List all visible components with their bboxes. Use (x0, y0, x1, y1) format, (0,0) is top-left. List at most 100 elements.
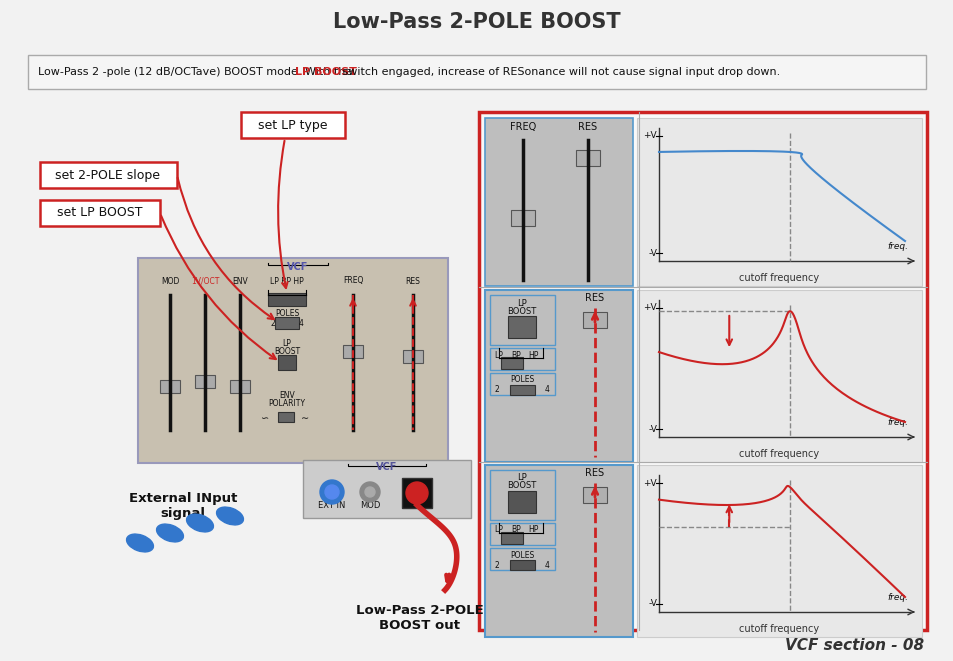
Bar (241, 112, 345, 138)
Text: +V: +V (642, 479, 657, 488)
Bar (274, 317, 298, 329)
Text: cutoff frequency: cutoff frequency (739, 273, 819, 283)
Bar (490, 348, 555, 370)
Text: 4: 4 (544, 385, 549, 395)
Text: RES: RES (585, 468, 604, 478)
Bar (484, 290, 633, 462)
Bar (490, 523, 555, 545)
Text: POLES: POLES (509, 375, 534, 385)
Text: +V: +V (642, 132, 657, 141)
Bar (303, 460, 471, 518)
Text: EXT IN: EXT IN (318, 500, 345, 510)
Text: LP BOOST: LP BOOST (294, 67, 356, 77)
Text: 2: 2 (494, 561, 498, 570)
Text: Low-Pass 2-POLE
BOOST out: Low-Pass 2-POLE BOOST out (355, 604, 483, 632)
Bar (402, 350, 422, 363)
Bar (511, 210, 535, 226)
Bar (343, 345, 363, 358)
Bar (637, 118, 921, 286)
Text: LP: LP (282, 338, 291, 348)
Text: set 2-POLE slope: set 2-POLE slope (55, 169, 160, 182)
Bar (510, 385, 535, 395)
Bar (507, 316, 536, 338)
Text: OUT: OUT (408, 490, 426, 498)
Bar (507, 491, 536, 513)
Bar (40, 200, 160, 226)
Text: freq.: freq. (886, 593, 907, 602)
Bar (230, 380, 250, 393)
Circle shape (797, 218, 841, 262)
Text: 1V/OCT: 1V/OCT (191, 276, 219, 286)
Bar (484, 118, 633, 286)
Text: POLARITY: POLARITY (268, 399, 305, 408)
Bar (277, 412, 294, 422)
Bar (490, 373, 555, 395)
Text: -V: -V (647, 249, 657, 258)
Text: POLES: POLES (274, 309, 299, 319)
Circle shape (762, 386, 806, 430)
Circle shape (832, 386, 876, 430)
Circle shape (359, 482, 379, 502)
Ellipse shape (127, 534, 153, 552)
Bar (510, 560, 535, 570)
Text: VCF section - 08: VCF section - 08 (784, 639, 923, 654)
Bar (277, 355, 295, 370)
Circle shape (858, 263, 902, 307)
Text: POLES: POLES (509, 551, 534, 559)
Text: Low-Pass 2 -pole (12 dB/OCTave) BOOST mode. With the: Low-Pass 2 -pole (12 dB/OCTave) BOOST mo… (38, 67, 355, 77)
Circle shape (858, 353, 902, 397)
Circle shape (737, 353, 781, 397)
Text: LP: LP (517, 299, 526, 307)
Text: switch engaged, increase of RESonance will not cause signal input drop down.: switch engaged, increase of RESonance wi… (338, 67, 780, 77)
Circle shape (797, 398, 841, 442)
Bar (490, 470, 555, 520)
Bar (40, 162, 177, 188)
Bar (582, 312, 606, 328)
Text: LP BP HP: LP BP HP (270, 276, 304, 286)
Text: set LP type: set LP type (258, 118, 328, 132)
Text: External INput
signal: External INput signal (129, 492, 237, 520)
Bar (160, 380, 180, 393)
Text: $\sim$: $\sim$ (299, 411, 310, 421)
Text: -V: -V (647, 600, 657, 609)
Circle shape (832, 230, 876, 274)
Text: 4: 4 (298, 319, 303, 329)
Circle shape (867, 308, 911, 352)
Text: cutoff frequency: cutoff frequency (739, 449, 819, 459)
Text: BOOST: BOOST (507, 481, 536, 490)
Text: VCF: VCF (375, 462, 397, 472)
Circle shape (406, 482, 428, 504)
Text: MOD: MOD (161, 276, 179, 286)
Text: RES: RES (585, 293, 604, 303)
Text: -V: -V (647, 424, 657, 434)
Text: LP: LP (517, 473, 526, 483)
Circle shape (760, 270, 879, 390)
Bar (490, 548, 555, 570)
Text: BOOST: BOOST (507, 307, 536, 315)
Text: RES: RES (405, 276, 420, 286)
Bar (401, 478, 432, 508)
Bar (28, 55, 925, 89)
Text: RES: RES (578, 122, 597, 132)
Bar (138, 258, 448, 463)
Bar (637, 290, 921, 462)
Circle shape (365, 487, 375, 497)
Bar (500, 357, 522, 369)
Bar (637, 465, 921, 637)
Circle shape (319, 480, 344, 504)
Text: BOOST: BOOST (274, 348, 300, 356)
Circle shape (737, 263, 781, 307)
Text: $\backsim$: $\backsim$ (259, 411, 271, 421)
Text: BP: BP (511, 350, 520, 360)
Bar (478, 112, 926, 630)
Text: FREQ: FREQ (342, 276, 363, 286)
Bar (484, 465, 633, 637)
Text: HP: HP (527, 525, 537, 535)
Circle shape (727, 308, 771, 352)
Text: +V: +V (642, 303, 657, 313)
Text: LP: LP (494, 350, 503, 360)
Bar (194, 375, 214, 388)
Text: VCF: VCF (287, 262, 309, 272)
Text: MOD: MOD (359, 500, 380, 510)
Text: 4: 4 (544, 561, 549, 570)
